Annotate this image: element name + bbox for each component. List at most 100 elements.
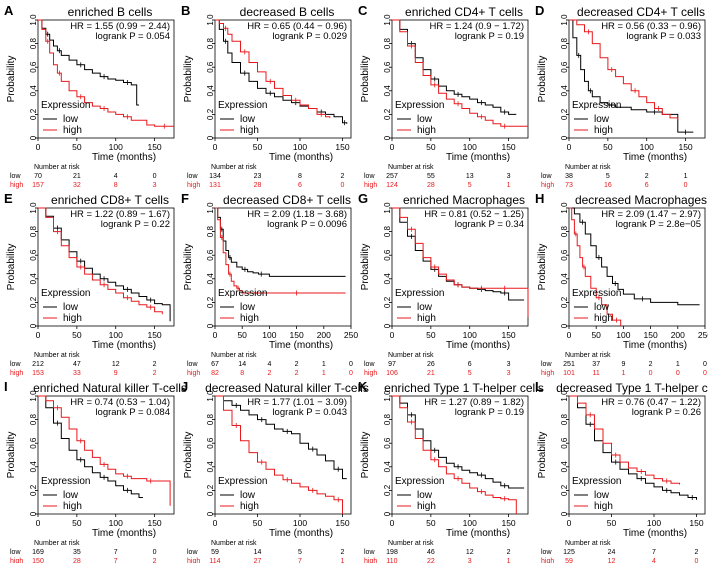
y-tick-label: 0.6	[206, 437, 215, 449]
risk-table-title: Number at risk	[565, 352, 611, 359]
risk-value-high: 0	[695, 558, 699, 563]
y-tick-label: 1.0	[383, 390, 392, 402]
x-tick-label: 50	[607, 518, 617, 528]
y-tick-label: 0.6	[383, 437, 392, 449]
risk-value-high: 11	[593, 370, 600, 377]
x-tick-label: 50	[426, 330, 436, 340]
risk-row-label-low: low	[187, 361, 198, 368]
panel-title: decreased B cells	[240, 5, 335, 19]
legend-label-low: low	[594, 302, 610, 313]
risk-value-high: 2	[153, 558, 157, 563]
y-tick-label: 1.0	[383, 14, 392, 26]
panel-title: enriched CD4+ T cells	[405, 5, 523, 19]
y-tick-label: 0	[29, 511, 38, 516]
legend-title: Expression	[41, 476, 90, 487]
y-tick-label: 0	[560, 323, 569, 328]
risk-value-high: 3	[468, 558, 472, 563]
risk-value-high: 22	[427, 558, 435, 563]
plot-frame	[391, 395, 529, 515]
y-axis-label: Probability	[6, 244, 17, 291]
risk-value-high: 27	[254, 558, 262, 563]
risk-value-low: 2	[153, 361, 157, 368]
risk-value-low: 26	[427, 361, 435, 368]
y-tick-label: 0.8	[383, 413, 392, 425]
risk-value-high: 7	[298, 558, 302, 563]
y-tick-label: 0.8	[383, 225, 392, 237]
y-tick-label: 0.2	[206, 108, 215, 120]
risk-value-high: 0	[649, 370, 653, 377]
x-tick-label: 50	[426, 518, 436, 528]
legend-label-low: low	[63, 490, 79, 501]
panel-title: enriched Natural killer T-cells	[33, 381, 187, 395]
logrank-p: logrank P = 0.033	[626, 31, 701, 42]
legend-title: Expression	[41, 288, 90, 299]
x-tick-label: 200	[317, 330, 331, 340]
x-tick-label: 100	[616, 330, 630, 340]
x-tick-label: 0	[390, 142, 395, 152]
y-tick-label: 0.2	[29, 108, 38, 120]
y-tick-label: 0	[29, 135, 38, 140]
x-tick-label: 100	[463, 330, 477, 340]
y-tick-label: 0.4	[383, 461, 392, 473]
risk-value-high: 114	[209, 558, 220, 563]
x-tick-label: 150	[335, 518, 349, 528]
x-tick-label: 50	[237, 330, 247, 340]
panel-letter: K	[358, 379, 368, 394]
y-tick-label: 0.4	[29, 461, 38, 473]
risk-value-high: 6	[645, 182, 649, 189]
risk-value-low: 2	[645, 173, 649, 180]
risk-value-low: 4	[114, 173, 118, 180]
y-tick-label: 0	[206, 135, 215, 140]
panel-title: decreased CD4+ T cells	[577, 5, 705, 19]
legend-title: Expression	[218, 288, 267, 299]
risk-table-title: Number at risk	[211, 164, 257, 171]
risk-value-low: 198	[386, 549, 398, 556]
hazard-ratio: HR = 2.09 (1.47 − 2.97)	[601, 209, 701, 220]
logrank-p: logrank P = 2.8e−05	[616, 219, 701, 230]
legend-label-high: high	[417, 501, 436, 512]
risk-table-title: Number at risk	[34, 540, 80, 547]
logrank-p: logrank P = 0.34	[455, 219, 524, 230]
risk-value-low: 0	[153, 549, 157, 556]
y-tick-label: 0.4	[206, 85, 215, 97]
x-tick-label: 150	[147, 330, 161, 340]
km-curve-high	[38, 19, 174, 127]
logrank-p: logrank P = 0.054	[95, 31, 170, 42]
x-tick-label: 0	[36, 330, 41, 340]
risk-table-title: Number at risk	[211, 352, 257, 359]
x-tick-label: 150	[501, 330, 515, 340]
risk-value-high: 32	[73, 182, 81, 189]
x-tick-label: 100	[109, 330, 123, 340]
risk-value-low: 38	[565, 173, 573, 180]
risk-value-high: 3	[507, 370, 511, 377]
legend-title: Expression	[572, 100, 621, 111]
risk-row-label-high: high	[187, 558, 200, 563]
risk-value-low: 1	[322, 361, 326, 368]
y-tick-label: 0.8	[206, 413, 215, 425]
risk-value-high: 28	[427, 182, 435, 189]
risk-value-high: 110	[386, 558, 397, 563]
y-tick-label: 0	[206, 511, 215, 516]
risk-value-low: 0	[153, 173, 157, 180]
x-tick-label: 100	[640, 142, 654, 152]
y-axis-label: Probability	[537, 56, 548, 103]
panel-letter: C	[358, 3, 368, 18]
km-curve-high	[569, 395, 680, 485]
risk-value-low: 0	[349, 361, 353, 368]
y-tick-label: 0.6	[29, 249, 38, 261]
y-tick-label: 0.2	[206, 296, 215, 308]
risk-row-label-low: low	[364, 549, 375, 556]
x-tick-label: 0	[213, 142, 218, 152]
y-tick-label: 0.4	[383, 273, 392, 285]
plot-frame	[214, 19, 352, 139]
y-tick-label: 0.6	[560, 437, 569, 449]
y-tick-label: 0.6	[383, 61, 392, 73]
risk-value-low: 2	[341, 549, 345, 556]
risk-value-high: 1	[322, 370, 326, 377]
x-axis-label: Time (months)	[269, 528, 333, 539]
risk-value-high: 157	[32, 182, 44, 189]
risk-value-low: 55	[427, 173, 435, 180]
risk-value-high: 2	[153, 370, 157, 377]
risk-value-low: 257	[386, 173, 398, 180]
